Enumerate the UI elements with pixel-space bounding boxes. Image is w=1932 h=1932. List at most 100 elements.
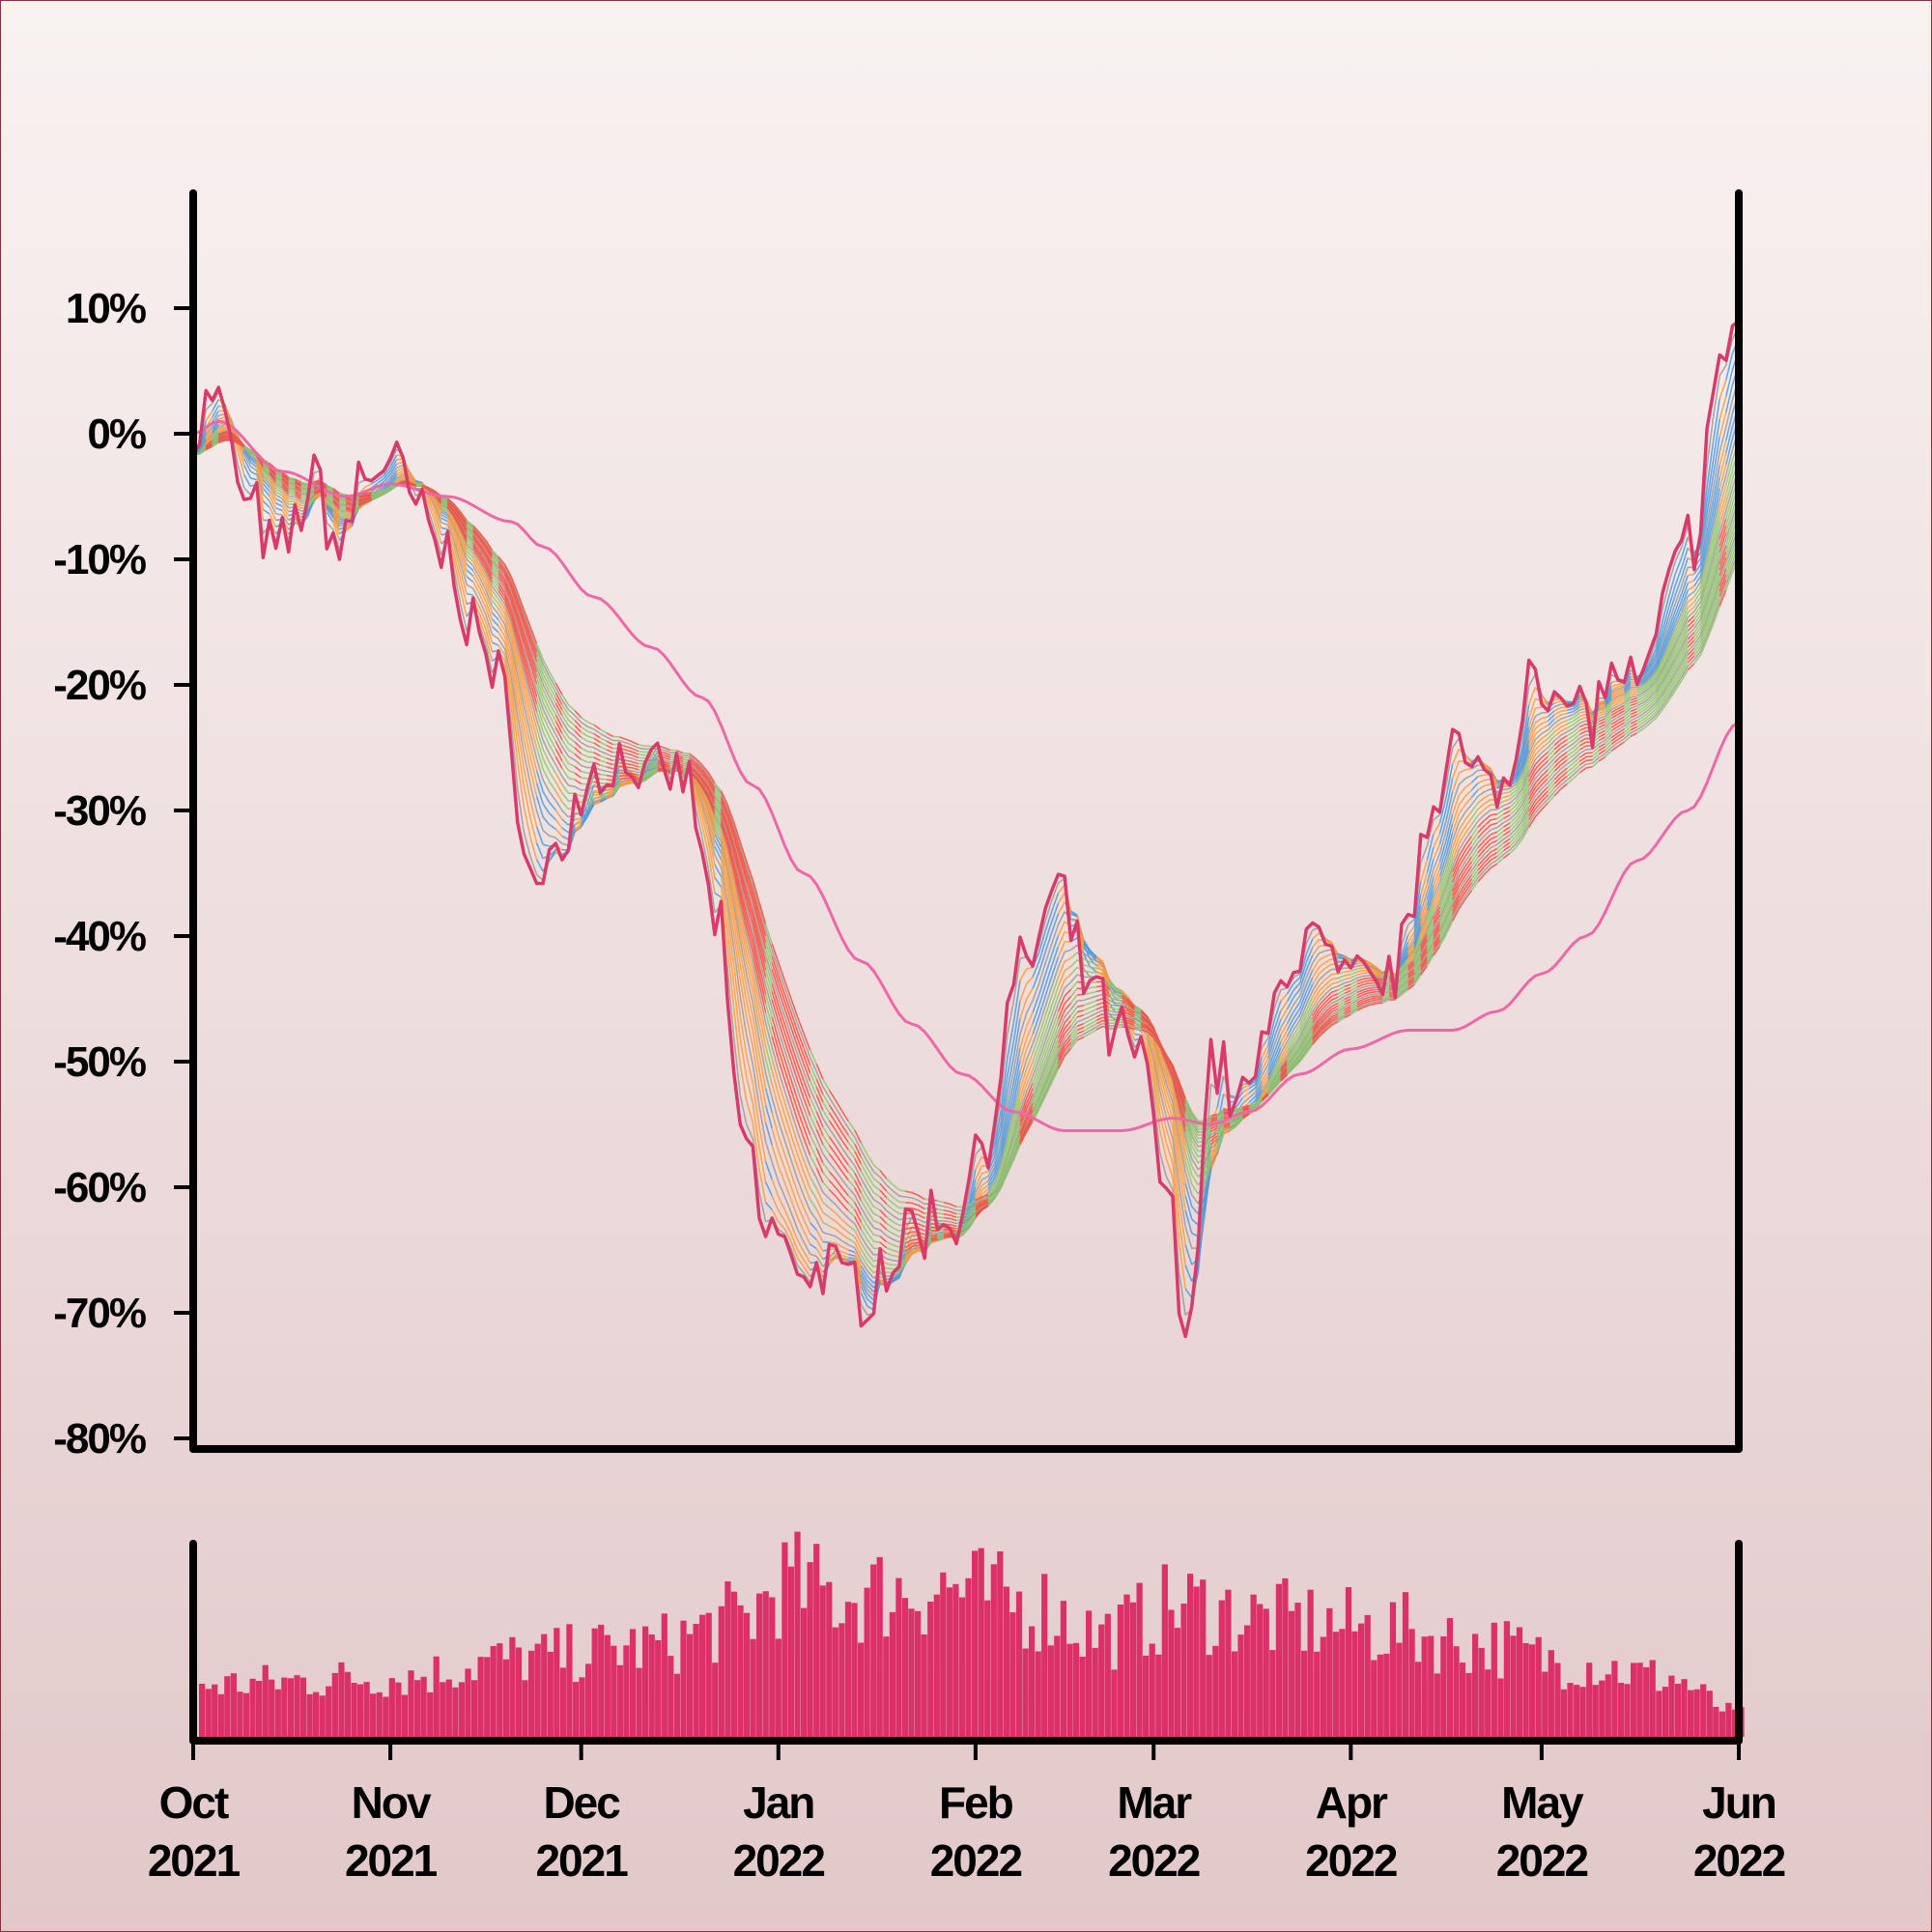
volume-bar	[1225, 1589, 1232, 1737]
volume-bar	[1478, 1647, 1485, 1737]
volume-bar	[1358, 1623, 1365, 1737]
volume-bar	[1459, 1662, 1466, 1737]
volume-bar	[1485, 1669, 1492, 1737]
volume-bar	[1605, 1674, 1611, 1737]
volume-bar	[598, 1624, 605, 1737]
y-tick-labels: 10% 0% -10% -20% -30% -40% -50% -60% -70% -80%	[53, 285, 148, 1463]
volume-bar	[958, 1597, 966, 1737]
volume-bar	[1548, 1650, 1554, 1737]
volume-bar	[471, 1680, 478, 1737]
volume-bar	[1434, 1673, 1440, 1737]
volume-bar	[673, 1673, 681, 1737]
volume-bar	[344, 1671, 352, 1737]
volume-bar	[1136, 1582, 1143, 1737]
volume-bar	[901, 1598, 909, 1737]
x-tick-year: 2022	[1305, 1835, 1397, 1886]
volume-bar	[895, 1577, 902, 1737]
volume-bar	[1668, 1675, 1675, 1737]
y-tick-label: -20%	[53, 662, 146, 709]
volume-bar	[256, 1681, 263, 1737]
x-tick-month: Nov	[352, 1777, 432, 1828]
volume-bar	[1681, 1679, 1688, 1737]
volume-bar	[515, 1647, 523, 1737]
volume-bar	[1631, 1662, 1637, 1737]
volume-bar	[769, 1597, 776, 1737]
volume-bar	[623, 1645, 630, 1737]
volume-bar	[401, 1694, 409, 1737]
y-tick-label: -50%	[53, 1038, 146, 1086]
volume-bar	[826, 1581, 833, 1737]
volume-bar	[484, 1657, 491, 1737]
volume-bar	[1510, 1635, 1517, 1737]
volume-bar	[509, 1636, 516, 1737]
volume-bar	[858, 1642, 865, 1737]
volume-bar	[1269, 1650, 1276, 1737]
volume-bar	[294, 1675, 300, 1737]
volume-bar	[661, 1613, 668, 1737]
volume-bar	[1497, 1678, 1504, 1737]
volume-bar	[1263, 1608, 1269, 1737]
volume-bar	[889, 1611, 896, 1737]
y-tick-label: -40%	[53, 913, 146, 960]
volume-bar	[756, 1593, 763, 1737]
volume-bar	[1129, 1602, 1137, 1737]
volume-bar	[1725, 1702, 1732, 1737]
y-tick-label: -80%	[53, 1415, 146, 1463]
volume-bar	[611, 1645, 617, 1737]
volume-bar	[1364, 1614, 1371, 1737]
volume-bar	[787, 1566, 795, 1737]
volume-bar	[274, 1689, 281, 1737]
volume-bar	[997, 1551, 1004, 1737]
volume-bar	[1174, 1628, 1181, 1737]
volume-bar	[1326, 1607, 1333, 1737]
volume-bar	[497, 1643, 503, 1737]
volume-bar	[1200, 1579, 1207, 1737]
volume-bar	[528, 1650, 535, 1737]
volume-bar	[554, 1628, 560, 1737]
volume-bar	[952, 1583, 959, 1737]
volume-bar	[395, 1682, 402, 1737]
volume-bar	[737, 1605, 744, 1737]
volume-bar	[445, 1679, 452, 1737]
volume-bar	[1465, 1672, 1472, 1737]
volume-bar	[1649, 1660, 1656, 1737]
volume-bar	[990, 1564, 997, 1737]
volume-bar	[1117, 1605, 1124, 1737]
volume-bar	[1706, 1690, 1713, 1737]
volume-bar	[870, 1564, 877, 1737]
x-tick-month: Jun	[1702, 1777, 1776, 1828]
volume-bar	[1516, 1627, 1523, 1737]
volume-bar	[1688, 1690, 1694, 1737]
volume-bar	[1351, 1631, 1358, 1737]
volume-bar	[705, 1612, 712, 1737]
x-tick-month: Feb	[939, 1777, 1013, 1828]
volume-bar	[1700, 1684, 1707, 1737]
volume-bar	[655, 1640, 662, 1737]
volume-bar	[883, 1636, 890, 1737]
volume-bar	[1009, 1612, 1016, 1737]
volume-bar	[1275, 1583, 1283, 1737]
volume-bar	[1072, 1642, 1080, 1737]
volume-bar	[616, 1664, 624, 1737]
volume-bar	[237, 1691, 243, 1737]
volume-bar	[287, 1678, 295, 1737]
volume-bar	[838, 1623, 845, 1737]
volume-bar	[1428, 1635, 1435, 1737]
volume-bar	[933, 1594, 940, 1737]
volume-bar	[541, 1634, 548, 1737]
volume-bar	[1453, 1646, 1460, 1737]
volume-bar	[1168, 1609, 1175, 1737]
x-tick-year: 2022	[1693, 1835, 1785, 1886]
volume-bar	[1288, 1610, 1295, 1737]
volume-bar	[750, 1638, 756, 1737]
volume-bar	[338, 1662, 345, 1737]
volume-bar	[408, 1670, 414, 1737]
volume-bar	[1389, 1602, 1397, 1737]
volume-bar	[591, 1628, 598, 1737]
volume-bar	[1003, 1586, 1010, 1737]
volume-bar	[1599, 1680, 1605, 1737]
volume-bar	[1066, 1643, 1073, 1737]
volume-bar	[1250, 1594, 1257, 1737]
volume-bar	[1149, 1643, 1155, 1737]
volume-bar	[1415, 1662, 1422, 1737]
